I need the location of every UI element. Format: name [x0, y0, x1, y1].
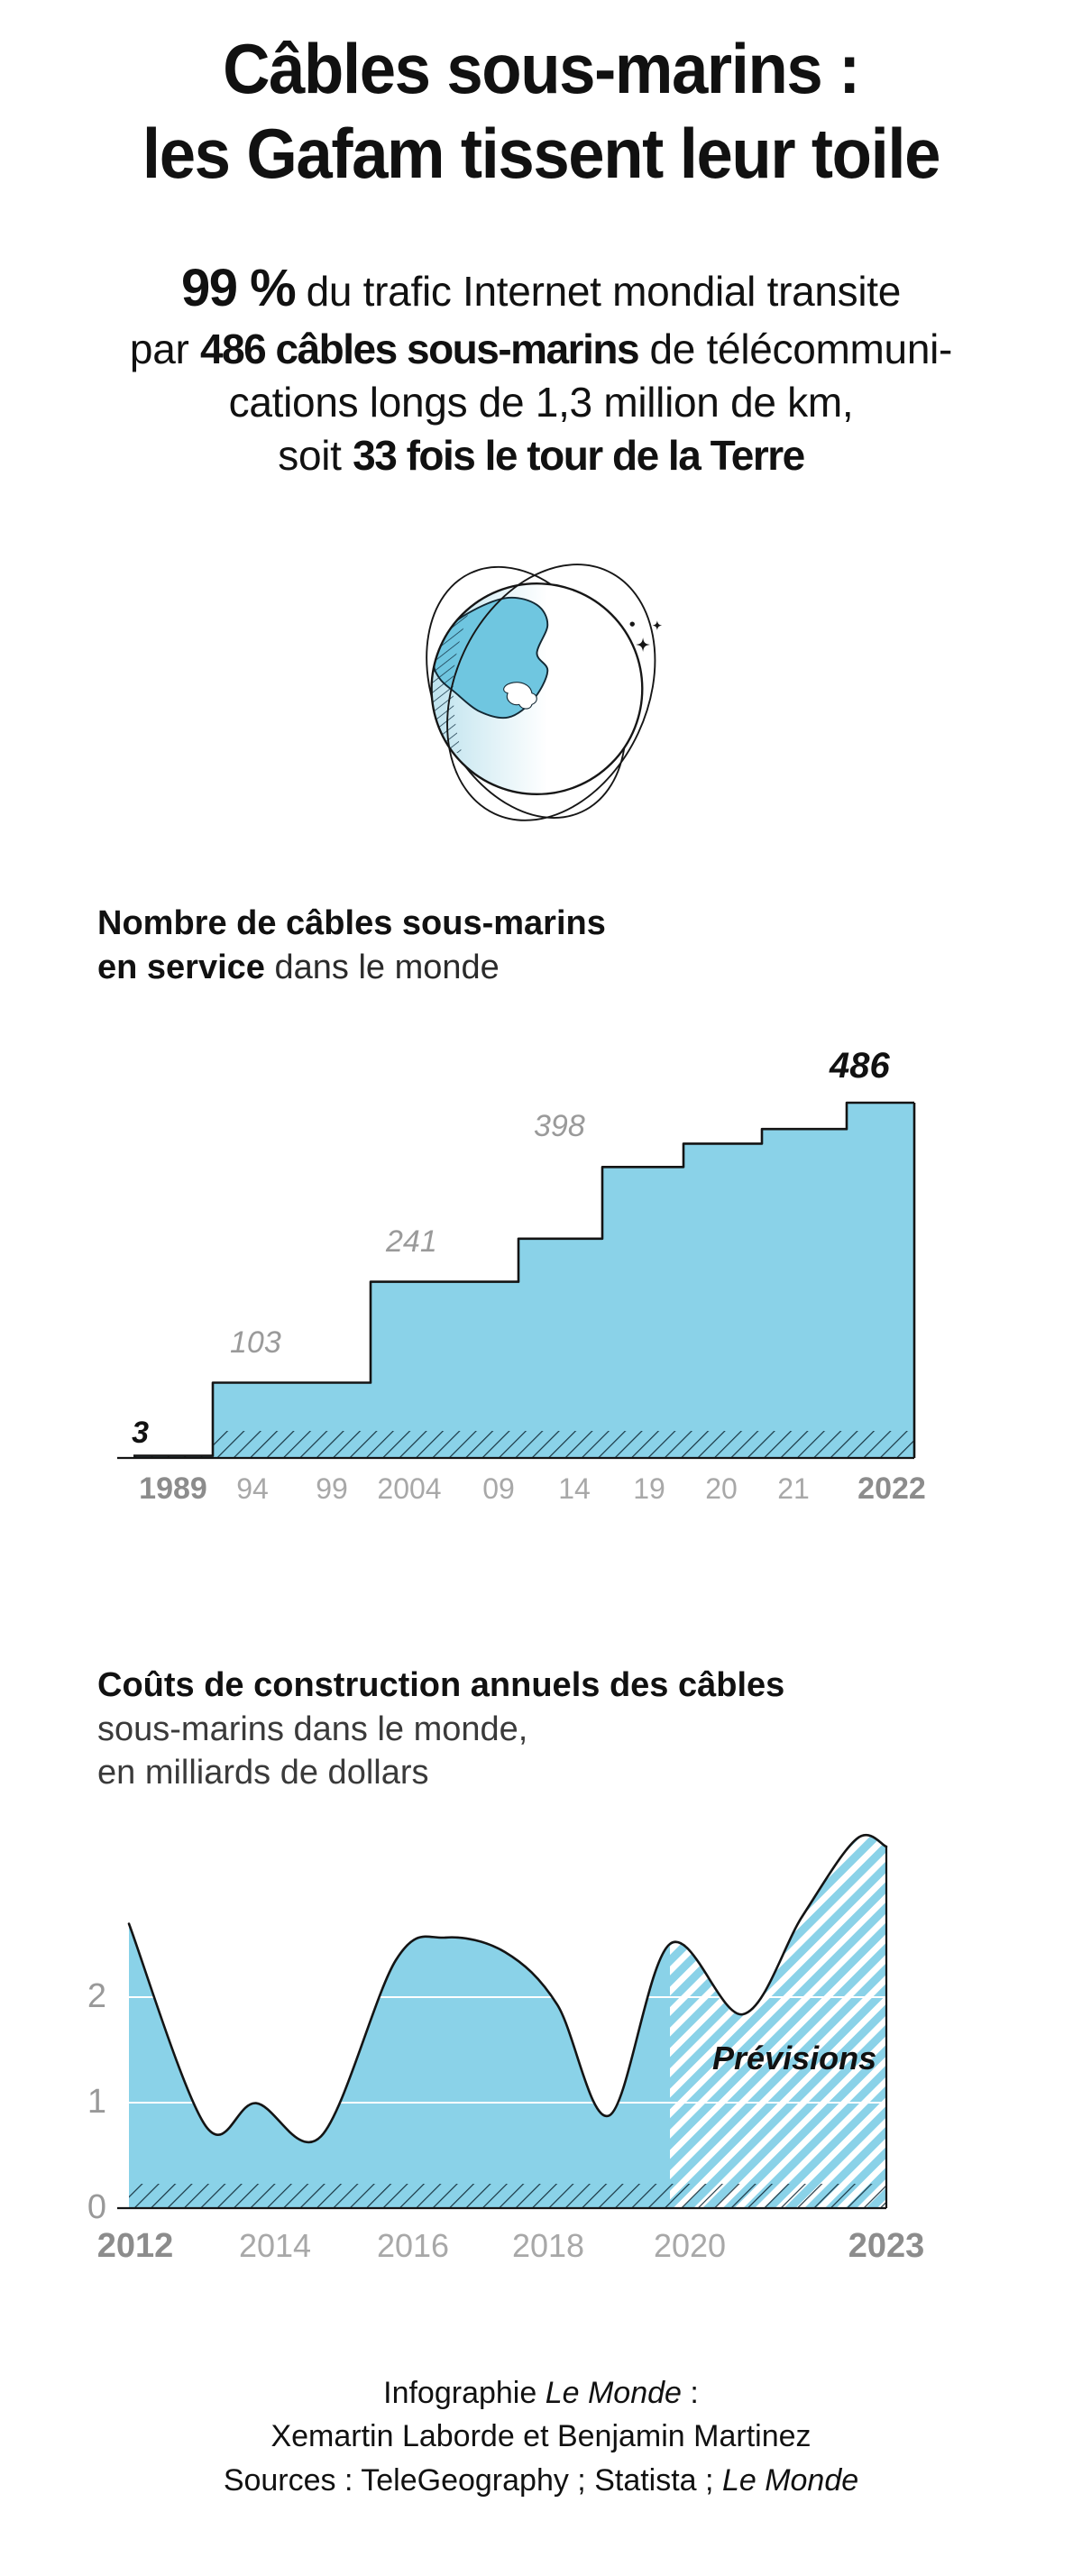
- svg-text:1989: 1989: [139, 1471, 207, 1506]
- svg-text:2: 2: [87, 1977, 106, 2015]
- svg-text:99: 99: [316, 1472, 348, 1505]
- svg-text:2022: 2022: [857, 1471, 926, 1506]
- svg-text:103: 103: [230, 1325, 281, 1360]
- svg-text:2018: 2018: [512, 2227, 584, 2264]
- svg-text:241: 241: [385, 1224, 437, 1259]
- svg-text:20: 20: [705, 1472, 738, 1505]
- svg-text:3: 3: [132, 1416, 149, 1450]
- svg-text:2023: 2023: [848, 2227, 925, 2265]
- svg-text:398: 398: [534, 1109, 585, 1143]
- svg-text:2012: 2012: [97, 2227, 174, 2265]
- svg-text:486: 486: [829, 1046, 890, 1086]
- svg-text:2014: 2014: [239, 2227, 311, 2264]
- svg-text:09: 09: [482, 1472, 515, 1505]
- svg-text:Prévisions: Prévisions: [712, 2040, 876, 2076]
- svg-text:2016: 2016: [377, 2227, 449, 2264]
- svg-text:21: 21: [777, 1472, 810, 1505]
- svg-text:0: 0: [87, 2188, 106, 2226]
- svg-text:2020: 2020: [654, 2227, 726, 2264]
- svg-text:1: 1: [87, 2083, 106, 2121]
- svg-text:94: 94: [236, 1472, 269, 1505]
- svg-text:14: 14: [558, 1472, 591, 1505]
- svg-text:19: 19: [633, 1472, 665, 1505]
- svg-text:2004: 2004: [377, 1472, 441, 1505]
